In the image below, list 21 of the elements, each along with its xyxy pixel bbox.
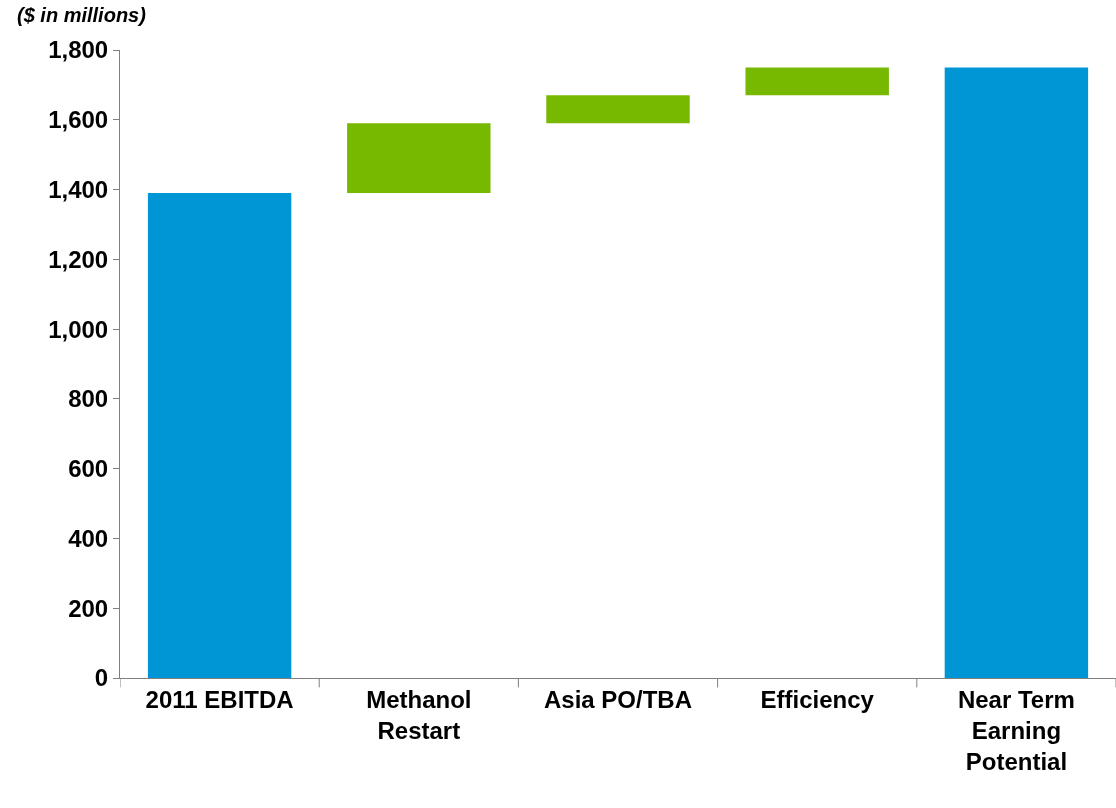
x-tick-label: 2011 EBITDA [145,685,294,713]
bar [745,67,889,96]
x-tick-label: Asia PO/TBA [543,685,693,713]
x-tick-label: Near Term Earning Potential [957,685,1075,776]
y-tick-label: 1,400 [48,175,109,203]
bar [944,67,1089,678]
y-tick-label: 1,600 [48,106,109,134]
bar [546,95,690,124]
y-tick-label: 1,200 [48,245,109,273]
y-tick-label: 1,000 [48,315,109,343]
bar [347,123,491,194]
y-tick-label: 400 [68,524,109,552]
y-tick-label: 200 [68,594,109,622]
y-tick-label: 0 [94,664,109,692]
bar [147,193,292,678]
x-tick-label: Methanol Restart [366,685,472,744]
y-tick-label: 1,800 [48,36,109,64]
y-tick-label: 600 [68,455,109,483]
x-tick-label: Efficiency [760,685,875,713]
y-axis-title: ($ in millions) [17,4,147,26]
y-tick-label: 800 [68,385,109,413]
